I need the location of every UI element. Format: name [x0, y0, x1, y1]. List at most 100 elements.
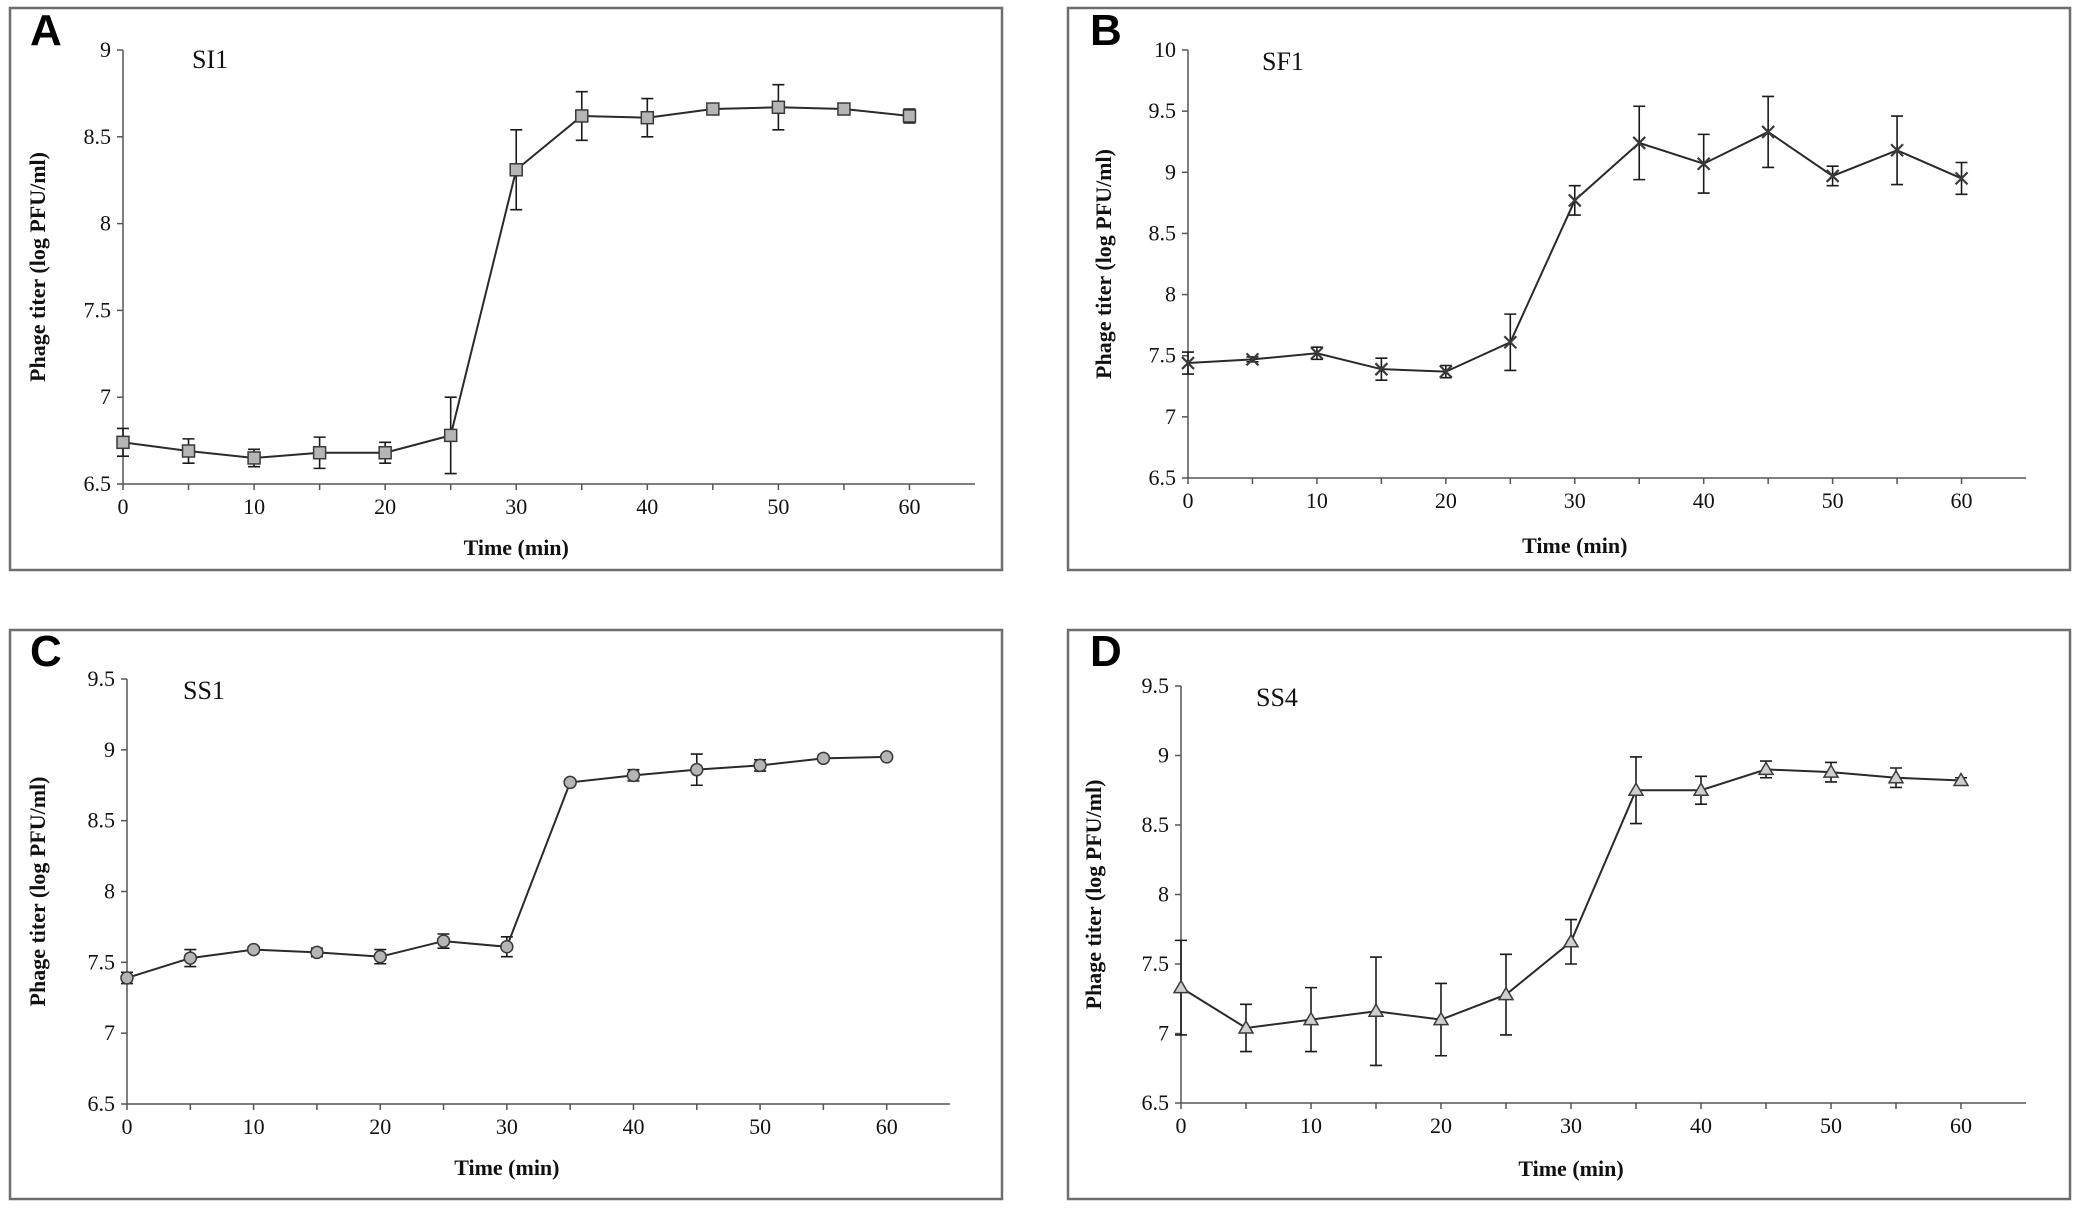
data-point-0 — [1172, 979, 1190, 994]
series-label: SS1 — [183, 676, 225, 705]
data-point-5 — [443, 428, 458, 443]
panel-frame — [1066, 6, 2072, 572]
data-point-4 — [378, 446, 392, 460]
y-tick-label: 6.5 — [1149, 465, 1177, 490]
x-tick-label: 10 — [243, 1114, 265, 1139]
error-bars — [1175, 756, 1967, 1067]
panel-frame — [1066, 628, 2072, 1201]
y-tick-label: 8.5 — [1149, 220, 1177, 245]
data-point-1 — [183, 951, 198, 965]
data-point-11 — [837, 102, 851, 116]
x-axis-title: Time (min) — [1518, 1156, 1623, 1181]
data-point-0 — [1181, 356, 1195, 370]
data-point-3 — [1374, 362, 1389, 376]
data-point-9 — [1761, 125, 1775, 139]
y-tick-label: 8 — [104, 879, 115, 904]
x-tick-label: 20 — [374, 494, 396, 519]
data-point-11 — [816, 751, 831, 766]
x-tick-label: 30 — [496, 1114, 518, 1139]
x-tick-label: 0 — [1176, 1113, 1187, 1138]
data-point-0 — [116, 435, 130, 450]
series-label: SF1 — [1262, 47, 1304, 76]
panel-frame — [8, 6, 1004, 572]
x-tick-label: 60 — [876, 1114, 898, 1139]
x-tick-label: 0 — [1183, 488, 1194, 513]
y-tick-label: 9.5 — [1149, 98, 1177, 123]
data-point-3 — [312, 446, 327, 460]
y-tick-label: 7.5 — [1149, 343, 1177, 368]
x-tick-label: 30 — [1560, 1113, 1582, 1138]
data-markers — [1181, 125, 1969, 379]
data-point-6 — [500, 940, 514, 954]
chart-panel-b: B 6.5 7 7.5 8 8.5 9 9.5 10 0 10 20 30 40 50 60 Time (min… — [1066, 6, 2072, 572]
y-axis-title: Phage titer (log PFU/ml) — [1091, 149, 1116, 379]
data-point-8 — [626, 768, 641, 783]
data-point-9 — [1757, 760, 1775, 776]
data-point-8 — [1696, 156, 1711, 171]
x-tick-label: 40 — [1690, 1113, 1712, 1138]
x-tick-label: 0 — [118, 494, 129, 519]
data-point-8 — [1692, 781, 1710, 796]
y-tick-label: 6.5 — [1142, 1090, 1170, 1115]
data-point-4 — [1439, 364, 1453, 379]
data-point-12 — [879, 750, 894, 764]
data-point-1 — [181, 444, 196, 458]
y-tick-label: 8 — [1165, 282, 1176, 307]
y-tick-label: 10 — [1154, 37, 1176, 62]
x-tick-label: 10 — [1300, 1113, 1322, 1138]
y-tick-label: 9.5 — [88, 666, 116, 691]
series-label: SI1 — [192, 45, 228, 74]
data-point-3 — [1367, 1002, 1385, 1018]
x-tick-label: 40 — [636, 494, 658, 519]
data-markers — [1172, 760, 1970, 1034]
data-point-12 — [902, 109, 917, 123]
data-point-0 — [120, 971, 134, 985]
x-tick-label: 50 — [1822, 488, 1844, 513]
x-tick-label: 40 — [622, 1114, 644, 1139]
y-tick-label: 7 — [1158, 1021, 1169, 1046]
data-point-5 — [1503, 335, 1518, 350]
data-point-6 — [1567, 193, 1582, 208]
x-tick-label: 20 — [1435, 488, 1457, 513]
x-axis-title: Time (min) — [464, 535, 569, 560]
y-axis-title: Phage titer (log PFU/ml) — [25, 777, 50, 1007]
data-point-6 — [509, 163, 523, 177]
y-tick-label: 9 — [104, 737, 115, 762]
data-point-2 — [1310, 346, 1324, 361]
data-point-5 — [1497, 986, 1515, 1001]
y-tick-label: 8.5 — [84, 124, 112, 149]
y-tick-label: 7 — [1165, 404, 1176, 429]
data-point-10 — [753, 758, 767, 773]
data-point-11 — [1887, 769, 1905, 784]
x-tick-label: 30 — [1564, 488, 1586, 513]
data-point-7 — [563, 775, 577, 790]
data-point-10 — [1825, 169, 1840, 183]
series-label: SS4 — [1256, 683, 1298, 712]
x-tick-label: 10 — [243, 494, 265, 519]
data-point-9 — [690, 762, 704, 777]
y-tick-label: 6.5 — [88, 1091, 116, 1116]
data-point-2 — [1302, 1011, 1320, 1026]
data-point-2 — [247, 451, 261, 465]
data-point-6 — [1562, 933, 1580, 948]
data-point-12 — [1952, 772, 1970, 787]
data-point-9 — [706, 102, 720, 116]
x-axis-title: Time (min) — [1522, 533, 1627, 558]
y-tick-label: 6.5 — [84, 471, 112, 496]
data-point-3 — [310, 945, 324, 960]
x-tick-label: 60 — [1951, 488, 1973, 513]
y-tick-label: 7.5 — [84, 297, 112, 322]
data-point-4 — [373, 949, 387, 964]
x-tick-label: 20 — [369, 1114, 391, 1139]
chart-panel-c: C 6.5 7 7.5 8 8.5 9 9.5 0 10 20 30 40 50 60 Time (min) P… — [8, 627, 1004, 1201]
data-point-4 — [1432, 1011, 1450, 1026]
panel-letter: C — [30, 627, 62, 676]
y-tick-label: 8.5 — [88, 808, 116, 833]
data-point-5 — [436, 934, 451, 948]
chart-panel-d: D 6.5 7 7.5 8 8.5 9 9.5 0 10 20 30 40 50 60 Time (min) P… — [1066, 627, 2072, 1201]
y-tick-label: 8 — [1158, 882, 1169, 907]
panel-letter: D — [1090, 627, 1122, 676]
x-tick-label: 50 — [1820, 1113, 1842, 1138]
y-tick-label: 8 — [100, 211, 111, 236]
